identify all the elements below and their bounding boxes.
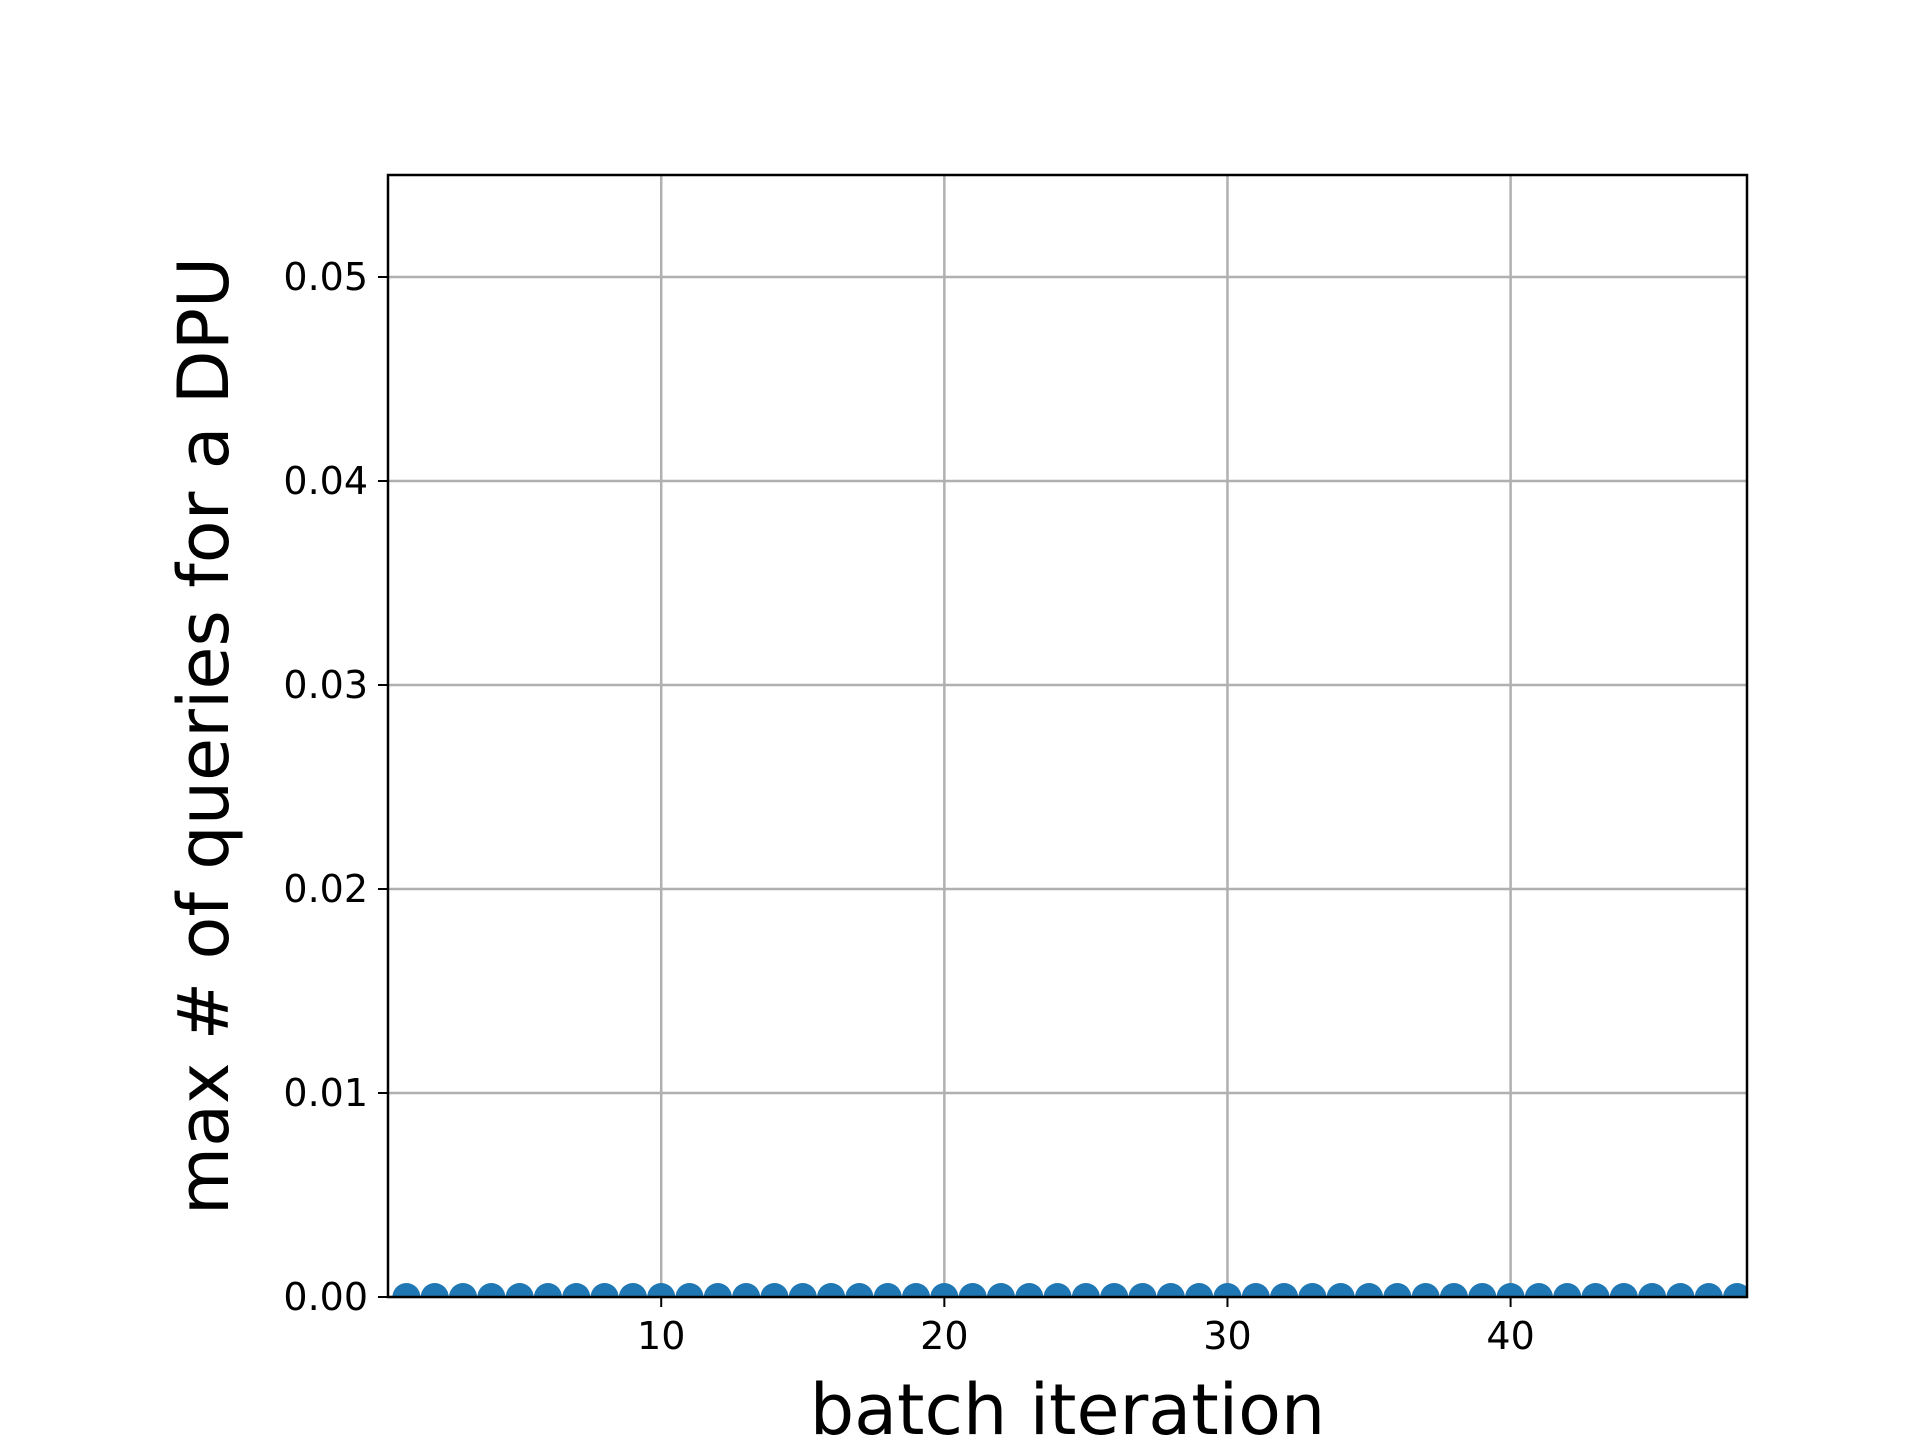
y-tick-label: 0.04: [283, 459, 368, 503]
data-point: [562, 1283, 591, 1297]
data-point: [930, 1283, 959, 1297]
data-point: [1581, 1283, 1610, 1297]
data-point: [1270, 1283, 1299, 1297]
data-point: [449, 1283, 478, 1297]
data-point: [1723, 1283, 1747, 1297]
data-point: [1128, 1283, 1157, 1297]
data-point: [1439, 1283, 1468, 1297]
data-point: [505, 1283, 534, 1297]
data-point: [675, 1283, 704, 1297]
data-point: [1298, 1283, 1327, 1297]
data-point: [1496, 1283, 1525, 1297]
data-point: [817, 1283, 846, 1297]
data-point: [1666, 1283, 1695, 1297]
data-point: [1411, 1283, 1440, 1297]
data-point: [420, 1283, 449, 1297]
data-point: [845, 1283, 874, 1297]
x-tick-label: 20: [920, 1314, 968, 1358]
data-point: [1156, 1283, 1185, 1297]
y-tick-label: 0.03: [283, 663, 368, 707]
data-point: [647, 1283, 676, 1297]
data-point: [986, 1283, 1015, 1297]
x-tick-label: 10: [637, 1314, 685, 1358]
grid: [388, 175, 1747, 1299]
data-point: [760, 1283, 789, 1297]
data-point: [1071, 1283, 1100, 1297]
data-point: [1355, 1283, 1384, 1297]
axis-ticks: 10 20 30 40 0.00 0.01 0.02 0.03 0.04 0.05: [283, 255, 1534, 1358]
data-point: [533, 1283, 562, 1297]
y-tick-label: 0.05: [283, 255, 368, 299]
data-point: [618, 1283, 647, 1297]
data-point: [590, 1283, 619, 1297]
data-point: [1553, 1283, 1582, 1297]
data-point: [873, 1283, 902, 1297]
data-point: [1100, 1283, 1129, 1297]
y-tick-label: 0.02: [283, 867, 368, 911]
data-point: [788, 1283, 817, 1297]
data-point: [1383, 1283, 1412, 1297]
data-point: [902, 1283, 931, 1297]
y-axis-label: max # of queries for a DPU: [163, 257, 245, 1215]
axes-frame: [386, 173, 1749, 1299]
data-point: [1468, 1283, 1497, 1297]
data-point: [1241, 1283, 1270, 1297]
x-axis-label: batch iteration: [810, 1369, 1326, 1440]
data-point: [1213, 1283, 1242, 1297]
data-point: [1015, 1283, 1044, 1297]
data-point: [703, 1283, 732, 1297]
x-tick-label: 40: [1486, 1314, 1534, 1358]
y-tick-label: 0.00: [283, 1275, 368, 1319]
data-point: [477, 1283, 506, 1297]
data-point: [392, 1283, 421, 1297]
data-point: [1326, 1283, 1355, 1297]
data-points: [392, 1283, 1747, 1297]
data-point: [1638, 1283, 1667, 1297]
x-tick-label: 30: [1203, 1314, 1251, 1358]
data-point: [1043, 1283, 1072, 1297]
data-point: [732, 1283, 761, 1297]
data-point: [1524, 1283, 1553, 1297]
data-point: [958, 1283, 987, 1297]
data-point: [1609, 1283, 1638, 1297]
data-point: [1185, 1283, 1214, 1297]
data-point: [1694, 1283, 1723, 1297]
y-tick-label: 0.01: [283, 1071, 368, 1115]
